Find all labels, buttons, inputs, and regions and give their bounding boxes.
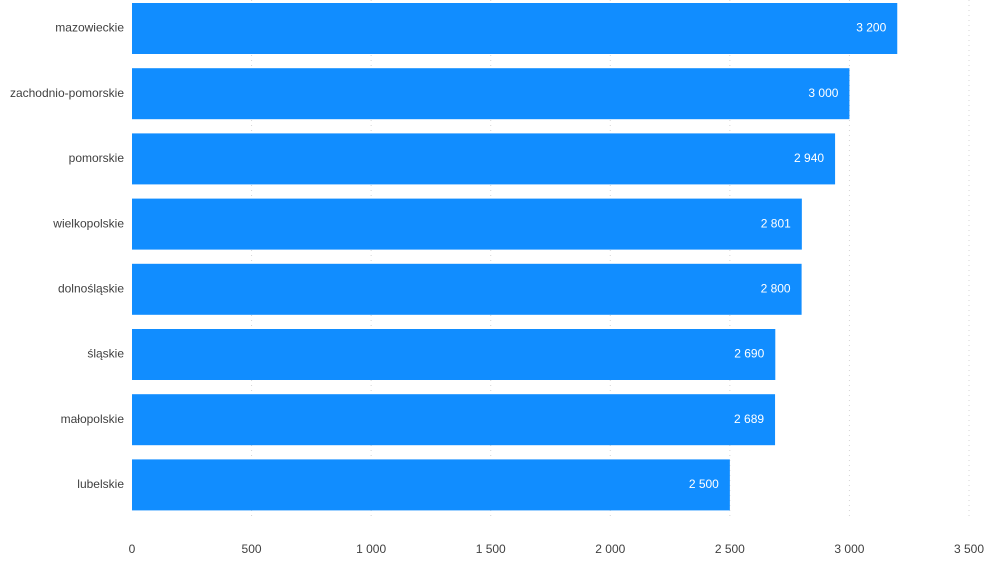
gridlines xyxy=(251,0,970,520)
x-tick-label: 1 500 xyxy=(476,542,506,556)
data-label: 2 500 xyxy=(689,477,719,491)
bar[interactable] xyxy=(132,394,776,446)
category-label: śląskie xyxy=(87,347,124,361)
x-tick-label: 2 500 xyxy=(715,542,745,556)
category-label: małopolskie xyxy=(61,412,125,426)
x-tick-label: 3 500 xyxy=(954,542,984,556)
bar[interactable] xyxy=(132,263,802,315)
data-label: 3 200 xyxy=(856,21,886,35)
category-label: mazowieckie xyxy=(55,21,124,35)
x-tick-label: 2 000 xyxy=(595,542,625,556)
category-labels: mazowieckie zachodnio-pomorskie pomorskie w… xyxy=(10,21,124,491)
bars xyxy=(132,3,898,511)
bar[interactable] xyxy=(132,3,898,54)
bar[interactable] xyxy=(132,133,836,185)
category-label: lubelskie xyxy=(77,477,124,491)
category-label: dolnośląskie xyxy=(58,281,124,295)
bar[interactable] xyxy=(132,329,776,380)
bar[interactable] xyxy=(132,68,850,120)
x-axis-tick-labels: 0 500 1 000 1 500 2 000 2 500 3 000 3 500 xyxy=(129,542,985,556)
category-label: zachodnio-pomorskie xyxy=(10,86,124,100)
value-labels: 3 200 3 000 2 940 2 801 2 800 2 690 2 689 2 500 xyxy=(689,21,887,491)
x-tick-label: 3 000 xyxy=(834,542,864,556)
x-tick-label: 500 xyxy=(242,542,262,556)
x-tick-label: 0 xyxy=(129,542,136,556)
data-label: 2 689 xyxy=(734,412,764,426)
category-label: wielkopolskie xyxy=(52,216,124,230)
category-label: pomorskie xyxy=(69,151,125,165)
x-tick-label: 1 000 xyxy=(356,542,386,556)
data-label: 2 800 xyxy=(761,281,791,295)
bar[interactable] xyxy=(132,198,802,250)
data-label: 2 940 xyxy=(794,151,824,165)
bar[interactable] xyxy=(132,459,730,511)
data-label: 2 690 xyxy=(734,347,764,361)
data-label: 3 000 xyxy=(808,86,838,100)
data-label: 2 801 xyxy=(761,216,791,230)
